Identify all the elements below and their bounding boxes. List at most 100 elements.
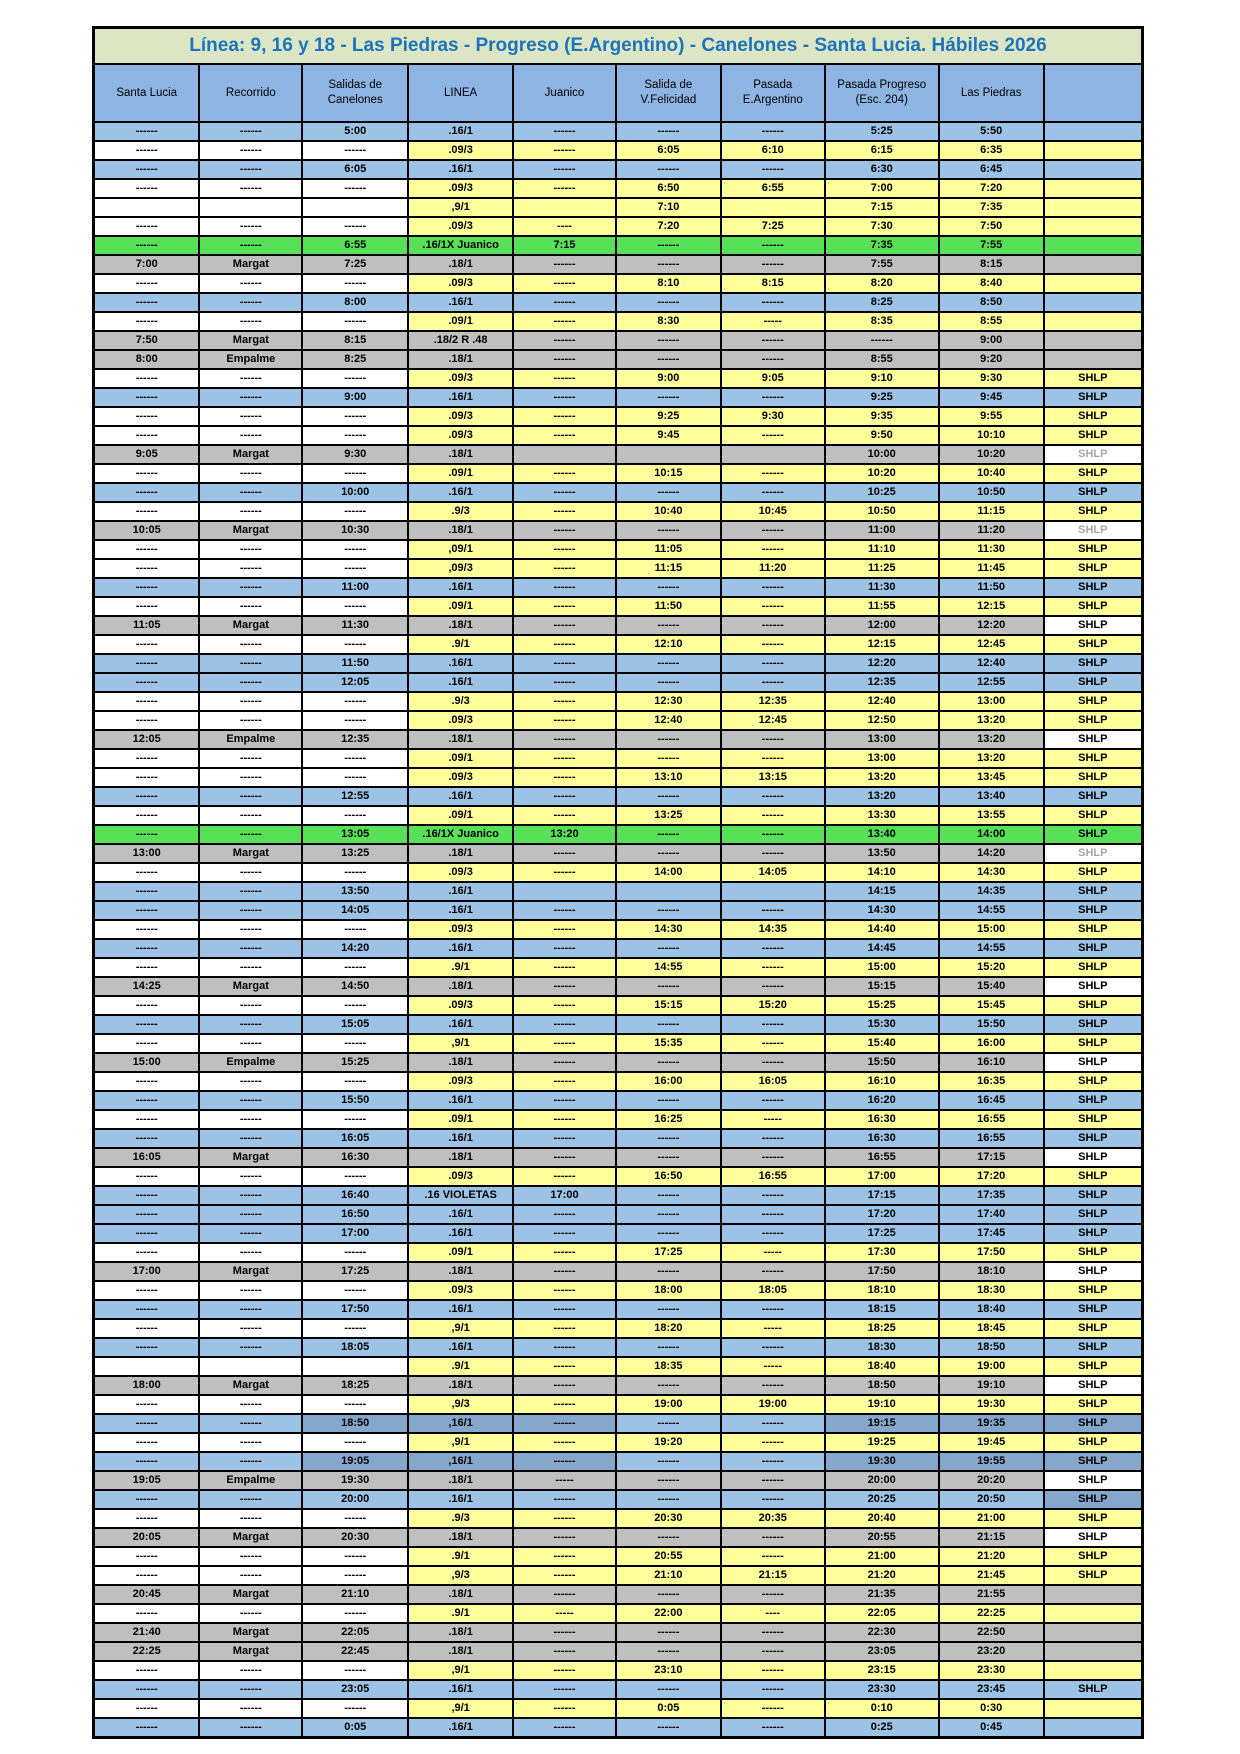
cell: ------ <box>719 1299 826 1320</box>
cell: ------ <box>512 634 617 655</box>
cell: 8:15 <box>937 254 1045 275</box>
cell: .9/1 <box>407 1546 515 1567</box>
shlp-badge: SHLP <box>1042 1546 1144 1567</box>
cell: 12:05 <box>92 729 201 750</box>
cell: 21:10 <box>614 1565 722 1586</box>
cell: ------ <box>719 1679 826 1700</box>
cell <box>1042 311 1144 332</box>
cell: 14:20 <box>937 843 1045 864</box>
cell: .16/1 <box>407 1014 515 1035</box>
cell: ------ <box>198 1432 304 1453</box>
cell <box>512 881 617 902</box>
cell: 7:55 <box>937 235 1045 256</box>
cell: .09/3 <box>407 862 515 883</box>
cell: ,9/1 <box>407 197 515 218</box>
cell: 17:25 <box>823 1223 940 1244</box>
cell: ------ <box>512 1090 617 1111</box>
cell: 16:35 <box>937 1071 1045 1092</box>
cell: ------ <box>198 1565 304 1586</box>
cell: 5:25 <box>823 121 940 142</box>
cell: ------ <box>92 862 201 883</box>
cell: ------ <box>719 577 826 598</box>
cell: ------ <box>512 862 617 883</box>
cell: ------ <box>198 995 304 1016</box>
cell <box>1042 121 1144 142</box>
cell: ------ <box>92 824 201 845</box>
cell: ------ <box>512 748 617 769</box>
cell: ------ <box>719 1147 826 1168</box>
table-row: ------ ------ ------ .09/3 ------ 14:00 14:05 1… <box>92 862 1144 883</box>
cell: ------ <box>198 501 304 522</box>
cell: 18:45 <box>937 1318 1045 1339</box>
cell: 14:00 <box>937 824 1045 845</box>
cell: ------ <box>92 1679 201 1700</box>
cell: ------ <box>719 1451 826 1472</box>
cell: .09/3 <box>407 919 515 940</box>
cell: ------ <box>614 577 722 598</box>
cell: ------ <box>614 1641 722 1662</box>
cell: ------ <box>92 957 201 978</box>
cell: ----- <box>719 1242 826 1263</box>
cell: ---- <box>719 1603 826 1624</box>
cell: 10:50 <box>823 501 940 522</box>
table-row: ------ ------ 15:50.16/1 ------ ------ ------… <box>92 1090 1144 1111</box>
cell: ------ <box>823 330 940 351</box>
cell: ------ <box>512 1356 617 1377</box>
cell: 11:45 <box>937 558 1045 579</box>
cell: 10:00 <box>301 482 410 503</box>
shlp-badge: SHLP <box>1042 1508 1144 1529</box>
cell: ------ <box>198 786 304 807</box>
cell: .16/1 <box>407 159 515 180</box>
cell: ------ <box>512 140 617 161</box>
cell: 21:35 <box>823 1584 940 1605</box>
table-row: ------ ------ 11:50.16/1 ------ ------ ------… <box>92 653 1144 674</box>
cell: 14:00 <box>614 862 722 883</box>
cell: ------ <box>512 1337 617 1358</box>
cell: ----- <box>512 1603 617 1624</box>
cell: 21:15 <box>719 1565 826 1586</box>
cell: 17:00 <box>823 1166 940 1187</box>
shlp-badge: SHLP <box>1042 444 1144 465</box>
cell: ------ <box>614 1204 722 1225</box>
cell: ------ <box>198 178 304 199</box>
cell: Margat <box>198 615 304 636</box>
cell: ------ <box>198 691 304 712</box>
cell: 9:00 <box>614 368 722 389</box>
cell: ------ <box>198 539 304 560</box>
cell: 7:25 <box>301 254 410 275</box>
cell: ------ <box>512 1223 617 1244</box>
table-row: 12:05 Empalme 12:35.18/1 ------ ------ ------… <box>92 729 1144 750</box>
cell <box>1042 140 1144 161</box>
cell <box>1042 235 1144 256</box>
cell: 7:15 <box>512 235 617 256</box>
cell: .16/1 <box>407 121 515 142</box>
cell: ------ <box>92 1717 201 1739</box>
cell: .18/1 <box>407 1052 515 1073</box>
cell: ------ <box>198 273 304 294</box>
cell: ------ <box>614 1470 722 1491</box>
cell: ------ <box>614 1052 722 1073</box>
cell: ------ <box>614 1090 722 1111</box>
cell: .16/1 <box>407 1090 515 1111</box>
cell: .16/1X Juanico <box>407 235 515 256</box>
cell: ------ <box>92 1090 201 1111</box>
cell: ------ <box>614 824 722 845</box>
cell: ------ <box>512 577 617 598</box>
cell: 13:00 <box>823 748 940 769</box>
cell: ------ <box>301 425 410 446</box>
shlp-badge: SHLP <box>1042 596 1144 617</box>
cell: 15:00 <box>92 1052 201 1073</box>
shlp-badge: SHLP <box>1042 1014 1144 1035</box>
table-row: 17:00 Margat 17:25.18/1 ------ ------ ------ 1… <box>92 1261 1144 1282</box>
cell: .18/1 <box>407 1261 515 1282</box>
shlp-badge: SHLP <box>1042 957 1144 978</box>
cell: 14:05 <box>301 900 410 921</box>
cell: ------ <box>301 1033 410 1054</box>
shlp-badge: SHLP <box>1042 1261 1144 1282</box>
cell: 15:40 <box>937 976 1045 997</box>
cell: 22:30 <box>823 1622 940 1643</box>
table-row: ------ ------ ------ .09/3 ------ 12:40 12:45 1… <box>92 710 1144 731</box>
cell: ,9/3 <box>407 1565 515 1586</box>
cell: ,16/1 <box>407 1451 515 1472</box>
cell: ------ <box>614 653 722 674</box>
